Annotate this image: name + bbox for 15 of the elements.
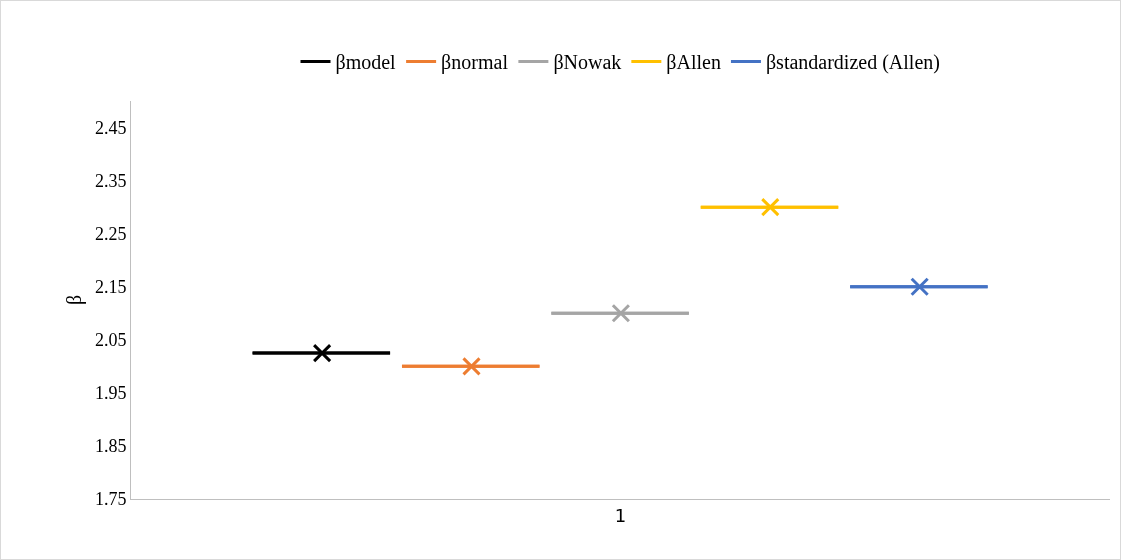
y-tick-label: 2.45 xyxy=(94,117,127,138)
y-tick-label: 1.95 xyxy=(94,383,127,404)
legend-label: βstandardized (Allen) xyxy=(765,51,940,75)
y-tick-label: 2.05 xyxy=(94,330,127,351)
legend-label: βAllen xyxy=(666,51,721,75)
y-tick-label: 1.75 xyxy=(94,489,127,510)
y-tick-label: 2.15 xyxy=(94,277,127,298)
legend-label: βmodel xyxy=(335,51,397,75)
y-axis-title: β xyxy=(63,294,86,306)
y-tick-label: 2.25 xyxy=(94,223,127,244)
y-tick-label: 2.35 xyxy=(94,170,127,191)
legend-label: βnormal xyxy=(441,51,509,75)
legend-label: βNowak xyxy=(553,51,622,75)
y-tick-label: 1.85 xyxy=(94,436,127,457)
x-tick-label: 1 xyxy=(614,504,627,526)
